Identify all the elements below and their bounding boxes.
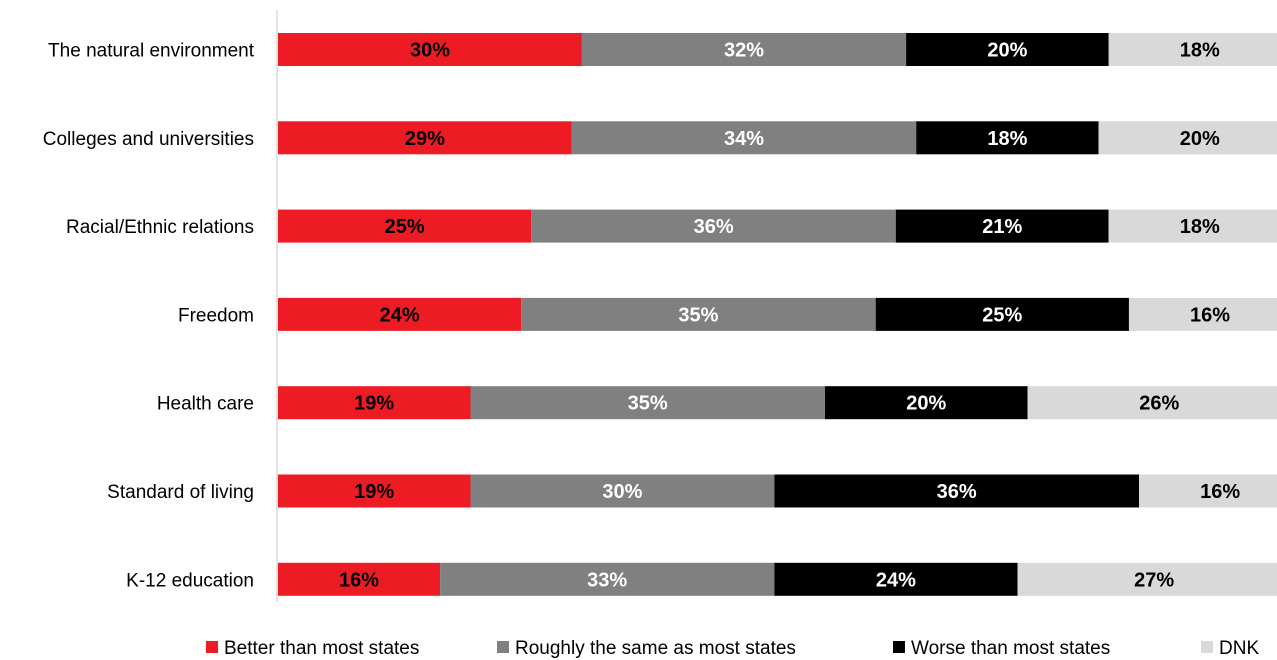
category-label: The natural environment [48,41,255,62]
bar-segment [531,209,896,243]
data-label: 30% [410,40,450,62]
data-label: 29% [405,128,445,150]
bar-segment [1017,562,1277,596]
category-label: K-12 education [126,570,254,591]
data-label: 19% [354,481,394,503]
legend-label: Better than most states [224,638,419,659]
legend-label: Roughly the same as most states [515,638,796,659]
data-label: 18% [987,128,1027,150]
bar-segment [875,297,1129,331]
data-label: 16% [1190,304,1230,326]
data-label: 18% [1180,216,1220,238]
bar-segment [571,121,917,155]
legend: Better than most states Roughly the same … [206,638,1259,659]
data-label: 16% [339,569,379,591]
data-label: 26% [1139,393,1179,415]
legend-swatch [497,641,509,653]
data-label: 27% [1134,569,1174,591]
bar-segment [1027,386,1277,420]
bar-segment [1108,209,1277,243]
data-label: 19% [354,393,394,415]
bar-segment [1108,33,1277,66]
bar-segment [774,474,1140,508]
bar-segment [906,33,1109,66]
data-label: 18% [1180,40,1220,62]
data-label: 34% [724,128,764,150]
data-label: 33% [587,569,627,591]
bar-segment [774,562,1018,596]
category-label: Colleges and universities [43,129,254,150]
bars: 30% 32% 20% 18% 29% 34% 18% 20% 25% 36% 21% 18% 24% 3… [278,33,1277,596]
data-label: 20% [906,393,946,415]
data-label: 16% [1200,481,1240,503]
bar-segment [581,33,907,66]
bar-segment [278,33,582,66]
category-labels: The natural environment Colleges and univ… [43,41,255,592]
category-label: Racial/Ethnic relations [66,217,254,238]
data-label: 24% [876,569,916,591]
bar-segment [440,562,775,596]
category-label: Health care [157,394,254,415]
bar-segment [278,209,532,243]
data-label: 35% [678,304,718,326]
bar-segment [1098,121,1277,155]
bar-segment [278,562,441,596]
data-label: 35% [628,393,668,415]
legend-label: DNK [1219,638,1259,659]
bar-segment [1128,297,1277,331]
data-label: 32% [724,40,764,62]
data-label: 24% [380,304,420,326]
data-label: 36% [694,216,734,238]
data-label: 30% [602,481,642,503]
category-label: Standard of living [107,482,254,503]
bar-segment [895,209,1109,243]
data-label: 20% [987,40,1027,62]
bar-segment [278,474,471,508]
data-label: 25% [982,304,1022,326]
legend-swatch [893,641,905,653]
bar-segment [278,121,572,155]
legend-swatch [206,641,218,653]
category-label: Freedom [178,305,254,326]
data-label: 21% [982,216,1022,238]
data-label: 20% [1180,128,1220,150]
bar-segment [470,386,826,420]
bar-segment [916,121,1099,155]
bar-segment [521,297,876,331]
data-label: 25% [385,216,425,238]
legend-label: Worse than most states [911,638,1110,659]
legend-swatch [1201,641,1213,653]
data-label: 36% [937,481,977,503]
bar-segment [470,474,775,508]
bar-segment [1139,474,1277,508]
bar-segment [825,386,1028,420]
bar-segment [278,297,522,331]
bar-segment [278,386,471,420]
